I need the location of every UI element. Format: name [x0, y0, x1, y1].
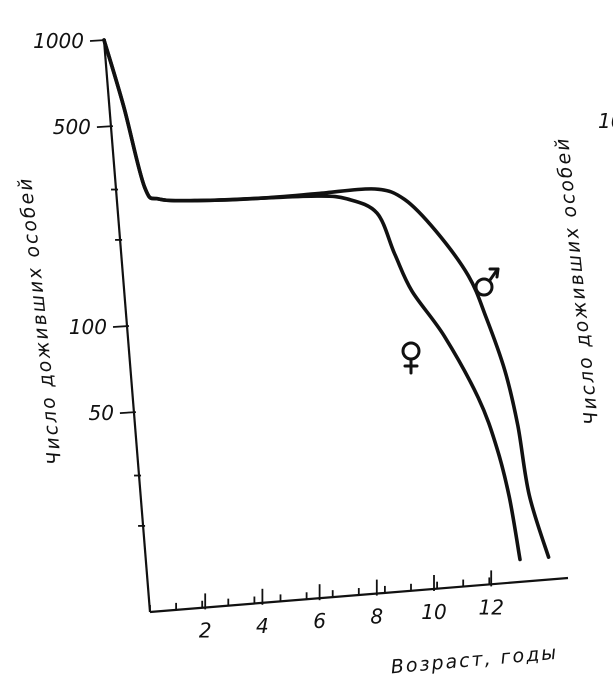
female-symbol-icon	[401, 341, 421, 375]
x-tick-label: 4	[256, 614, 269, 638]
y-axis-label-right: Число доживших особей	[551, 136, 603, 426]
y-tick-label: 1000	[33, 29, 84, 53]
x-tick-label: 6	[313, 609, 326, 633]
x-tick-label: 10	[421, 600, 446, 624]
y-tick-mark	[119, 411, 136, 414]
series-group	[102, 38, 551, 562]
y-tick-mark	[112, 325, 130, 328]
y-axis-label: Число доживших особей	[14, 176, 66, 466]
female-survival-line	[102, 38, 522, 562]
x-axis-label: Возраст, годы	[390, 642, 559, 679]
y-tick-label: 50	[88, 401, 113, 425]
right-axis-fragment: 10	[598, 109, 613, 133]
y-tick-label: 100	[69, 315, 107, 339]
male-survival-line	[102, 38, 551, 559]
x-tick-label: 2	[199, 618, 212, 642]
y-tick-label: 500	[53, 115, 91, 139]
y-ticks: 1000 500 100 50	[33, 29, 146, 527]
x-ticks: 2 4 6 8 10 12	[149, 570, 504, 642]
x-tick-label: 8	[370, 605, 383, 629]
x-tick-label: 12	[478, 595, 503, 619]
male-symbol-icon	[474, 267, 500, 297]
y-tick-mark	[96, 125, 113, 128]
